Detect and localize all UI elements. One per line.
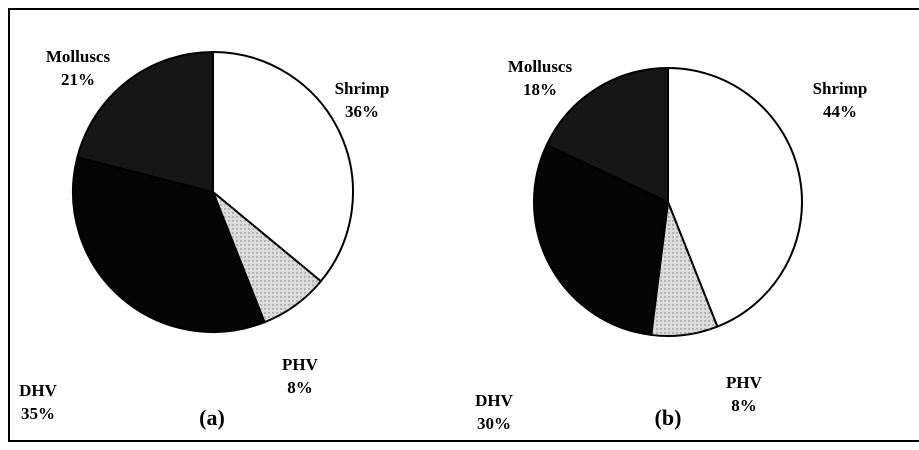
- slice-texture: [651, 202, 718, 336]
- pie-slice: [72, 155, 266, 333]
- pie-slice: [667, 66, 803, 328]
- chart-caption: (a): [199, 405, 225, 430]
- slice-percent: 36%: [345, 102, 379, 121]
- pie-slice: [76, 50, 214, 194]
- slice-name: Shrimp: [335, 79, 390, 98]
- slice-name: PHV: [726, 373, 763, 392]
- slice-texture: [213, 192, 321, 323]
- slice-name: Molluscs: [508, 57, 573, 76]
- slice-percent: 8%: [287, 378, 313, 397]
- frame: [8, 8, 919, 442]
- slice-name: DHV: [475, 391, 514, 410]
- pie-slice: [545, 66, 669, 204]
- slice-percent: 18%: [523, 80, 557, 99]
- slice-name: DHV: [19, 381, 58, 400]
- slice-percent: 35%: [21, 404, 55, 423]
- pie-slice: [533, 143, 670, 337]
- slice-percent: 21%: [61, 70, 95, 89]
- slice-name: PHV: [282, 355, 319, 374]
- slice-percent: 30%: [477, 414, 511, 433]
- slice-name: Molluscs: [46, 47, 111, 66]
- slice-percent: 8%: [731, 396, 757, 415]
- slice-percent: 44%: [823, 102, 857, 121]
- pie-slice: [212, 50, 354, 283]
- slice-name: Shrimp: [813, 79, 868, 98]
- chart-caption: (b): [655, 405, 682, 430]
